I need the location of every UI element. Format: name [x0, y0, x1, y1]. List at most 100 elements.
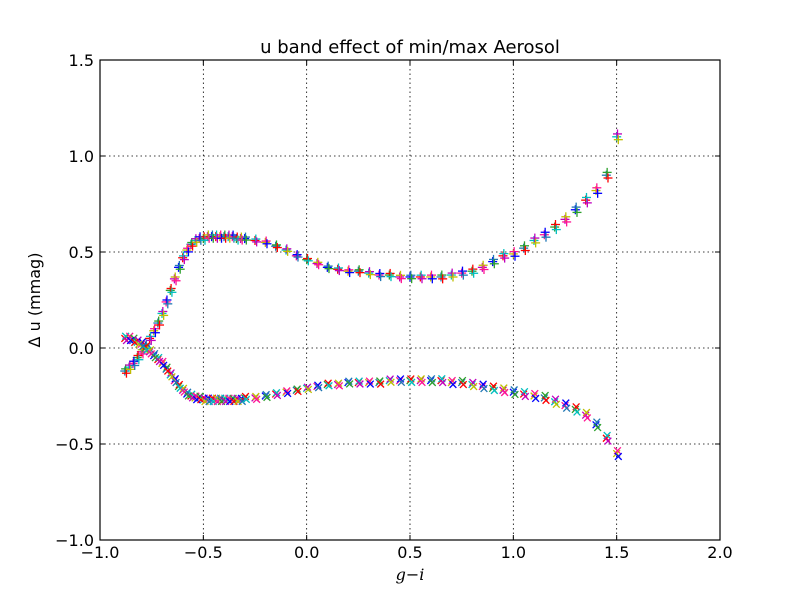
plus-marker: [165, 285, 175, 295]
plus-marker: [530, 233, 540, 243]
plus-marker: [426, 270, 436, 280]
plus-marker: [188, 241, 198, 251]
plus-marker: [283, 246, 293, 256]
plus-marker: [303, 256, 313, 266]
plus-marker: [178, 251, 188, 261]
plus-marker: [162, 295, 172, 305]
cross-marker: [387, 378, 395, 387]
plus-marker: [561, 212, 571, 222]
plus-marker: [174, 260, 184, 270]
plus-marker: [175, 264, 185, 274]
cross-marker: [172, 378, 180, 387]
cross-marker: [325, 381, 333, 390]
cross-marker: [521, 392, 530, 401]
x-tick-label: −1.0: [81, 543, 120, 562]
plus-marker: [540, 227, 550, 237]
plus-marker: [562, 217, 572, 227]
cross-marker: [480, 384, 488, 393]
cross-marker: [511, 390, 519, 399]
y-axis-label: Δ u (mmag): [25, 253, 44, 348]
plus-marker: [477, 262, 487, 272]
y-tick-label: 1.0: [69, 147, 94, 166]
plus-marker: [183, 247, 193, 257]
plus-marker: [120, 366, 130, 376]
plus-marker: [572, 207, 582, 217]
cross-marker: [263, 393, 271, 402]
cross-marker: [272, 388, 281, 397]
cross-marker: [238, 397, 247, 406]
plus-marker: [581, 192, 591, 202]
plus-marker: [167, 287, 177, 297]
plus-marker: [531, 238, 541, 248]
plus-marker: [499, 249, 509, 259]
cross-marker: [324, 379, 332, 388]
plus-marker: [159, 310, 169, 320]
cross-marker: [282, 387, 291, 395]
plus-marker: [260, 237, 270, 247]
plus-marker: [355, 268, 365, 278]
cross-marker: [459, 380, 468, 389]
plus-marker: [427, 274, 437, 284]
plus-marker: [489, 259, 499, 269]
y-tick-label: −1.0: [55, 531, 94, 550]
plus-marker: [241, 235, 251, 245]
plus-marker: [153, 318, 163, 328]
cross-marker: [314, 383, 323, 392]
y-tick-label: 0.5: [69, 243, 94, 262]
plus-marker: [170, 272, 180, 282]
cross-marker: [366, 380, 375, 388]
plus-marker: [155, 320, 165, 330]
plus-marker: [158, 306, 168, 316]
chart-title: u band effect of min/max Aerosol: [260, 37, 560, 58]
plus-marker: [479, 264, 489, 274]
plus-marker: [510, 251, 520, 261]
cross-marker: [242, 395, 251, 404]
cross-marker: [159, 361, 168, 370]
x-tick-label: 0.0: [294, 543, 319, 562]
plus-marker: [146, 335, 156, 345]
plus-marker: [252, 237, 262, 247]
cross-marker: [500, 388, 509, 397]
plus-marker: [174, 262, 184, 272]
cross-marker: [614, 452, 623, 461]
cross-marker: [562, 404, 571, 413]
cross-marker: [168, 372, 176, 381]
plus-marker: [271, 241, 281, 251]
plus-marker: [509, 247, 519, 257]
cross-marker: [593, 423, 602, 432]
cross-marker: [428, 378, 437, 387]
plus-marker: [154, 316, 164, 326]
plus-marker: [121, 368, 131, 378]
plus-marker: [200, 235, 210, 245]
plus-marker: [192, 237, 202, 247]
plus-marker: [592, 183, 602, 193]
data-points: [120, 129, 623, 461]
plus-marker: [407, 274, 417, 284]
plus-marker: [550, 220, 560, 230]
plus-marker: [508, 249, 518, 259]
plus-marker: [353, 266, 363, 276]
plus-marker: [169, 274, 179, 284]
cross-marker: [293, 385, 301, 393]
plus-marker: [438, 274, 448, 284]
cross-marker: [335, 381, 344, 390]
cross-marker: [438, 378, 447, 387]
plus-marker: [272, 243, 282, 253]
cross-marker: [573, 408, 581, 416]
plus-marker: [133, 351, 143, 361]
cross-marker: [334, 379, 343, 387]
plus-marker: [314, 260, 324, 270]
plus-marker: [582, 198, 592, 208]
plus-marker: [333, 264, 343, 274]
plus-marker: [386, 272, 396, 282]
cross-marker: [304, 385, 313, 394]
plus-marker: [229, 233, 239, 243]
plus-marker: [324, 264, 334, 274]
plus-marker: [150, 328, 160, 338]
cross-marker: [490, 386, 499, 395]
plus-marker: [134, 355, 144, 365]
cross-marker: [552, 400, 561, 409]
plus-marker: [405, 272, 415, 282]
plus-marker: [281, 245, 291, 255]
plus-marker: [250, 235, 260, 245]
